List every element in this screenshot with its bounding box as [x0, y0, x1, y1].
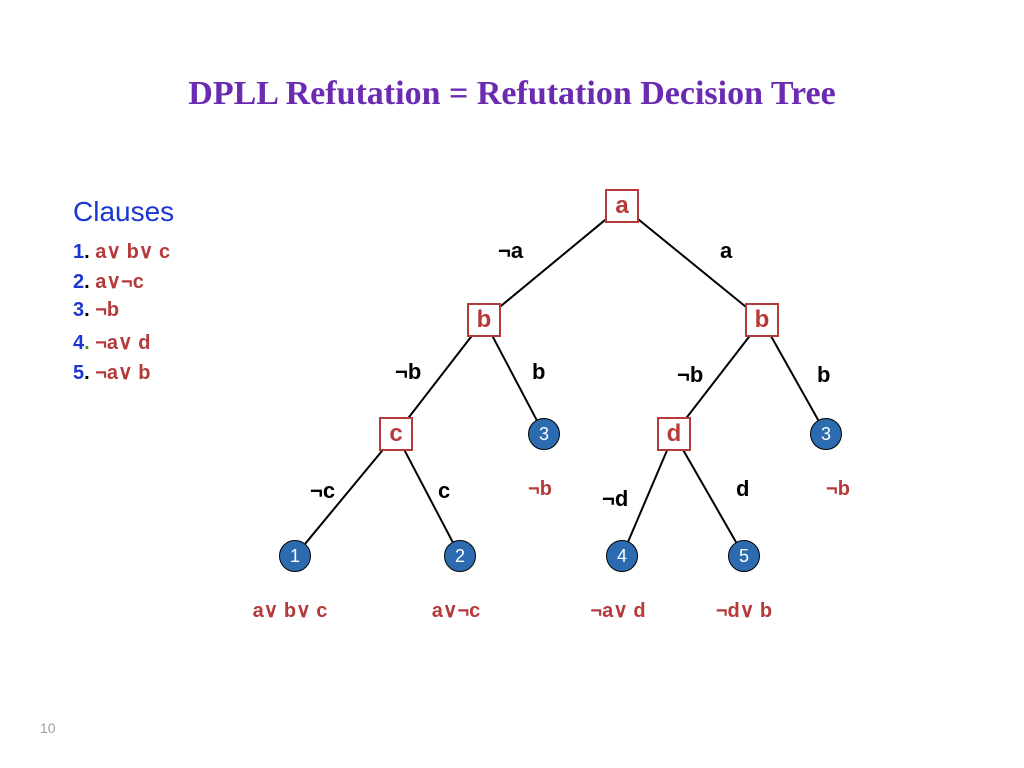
tree-edges	[0, 0, 1024, 768]
leaf-node: 3	[528, 418, 560, 450]
clause-dot: .	[84, 299, 95, 321]
clause-line: 4. ¬a∨ d	[73, 330, 150, 355]
decision-node: d	[657, 417, 691, 451]
edge-label: c	[438, 478, 450, 504]
clause-dot: .	[84, 271, 95, 293]
leaf-node: 3	[810, 418, 842, 450]
clause-line: 5. ¬a∨ b	[73, 360, 150, 385]
decision-node: c	[379, 417, 413, 451]
leaf-clause-label: a∨¬c	[396, 598, 516, 623]
edge-label: b	[532, 359, 545, 385]
leaf-clause-label: ¬d∨ b	[684, 598, 804, 623]
clause-formula: ¬b	[95, 299, 119, 321]
clause-number: 1	[73, 241, 84, 263]
leaf-node: 2	[444, 540, 476, 572]
edge-label: ¬b	[677, 362, 703, 388]
leaf-node: 5	[728, 540, 760, 572]
clause-number: 4	[73, 332, 84, 354]
decision-node: a	[605, 189, 639, 223]
clause-dot: .	[84, 332, 95, 354]
clause-number: 3	[73, 299, 84, 321]
leaf-clause-label: ¬a∨ d	[558, 598, 678, 623]
decision-node: b	[745, 303, 779, 337]
clause-dot: .	[84, 241, 95, 263]
clause-formula: a∨¬c	[95, 271, 144, 293]
edge-label: ¬d	[602, 486, 628, 512]
edge-label: d	[736, 476, 749, 502]
edge-label: ¬b	[395, 359, 421, 385]
edge-label: ¬c	[310, 478, 335, 504]
clause-dot: .	[84, 362, 95, 384]
edge-label: b	[817, 362, 830, 388]
leaf-node: 1	[279, 540, 311, 572]
leaf-clause-label: ¬b	[480, 478, 600, 501]
leaf-node: 4	[606, 540, 638, 572]
clause-line: 1. a∨ b∨ c	[73, 239, 170, 264]
clause-formula: ¬a∨ b	[95, 362, 150, 384]
leaf-clause-label: ¬b	[778, 478, 898, 501]
clause-line: 3. ¬b	[73, 299, 119, 322]
clause-number: 5	[73, 362, 84, 384]
clause-number: 2	[73, 271, 84, 293]
edge-label: a	[720, 238, 732, 264]
decision-node: b	[467, 303, 501, 337]
clause-formula: ¬a∨ d	[95, 332, 150, 354]
clause-formula: a∨ b∨ c	[95, 241, 170, 263]
clause-line: 2. a∨¬c	[73, 269, 144, 294]
edge-label: ¬a	[498, 238, 523, 264]
leaf-clause-label: a∨ b∨ c	[230, 598, 350, 623]
